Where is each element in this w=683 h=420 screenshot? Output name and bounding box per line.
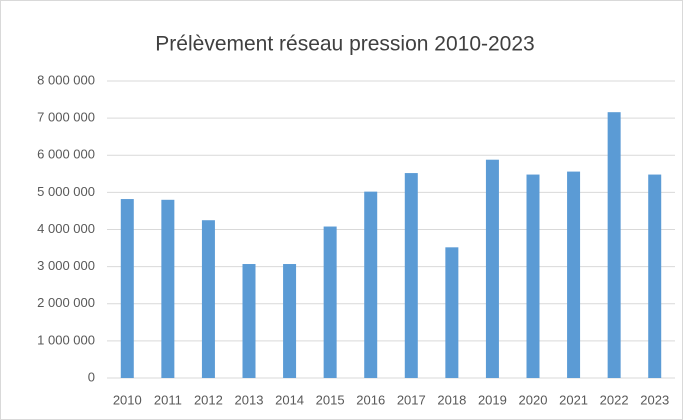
x-tick-label: 2014 [275,392,304,407]
bar [526,174,540,378]
x-tick-label: 2020 [519,392,548,407]
bar [201,220,215,378]
x-tick-label: 2023 [640,392,669,407]
x-tick-label: 2011 [154,392,182,407]
bar [567,171,581,378]
x-tick-label: 2022 [600,392,629,407]
y-tick-label: 4 000 000 [37,221,95,236]
bar [120,199,134,378]
chart-title: Prélèvement réseau pression 2010-2023 [155,33,534,56]
bar [323,226,337,378]
y-tick-label: 0 [88,369,95,384]
y-tick-label: 7 000 000 [37,110,95,125]
y-tick-label: 3 000 000 [37,258,95,273]
bar [485,159,499,378]
bar [445,247,459,378]
bar [364,191,378,378]
y-tick-label: 6 000 000 [37,147,95,162]
x-tick-label: 2021 [559,392,588,407]
x-tick-label: 2017 [397,392,426,407]
x-tick-label: 2012 [194,392,223,407]
x-tick-label: 2010 [113,392,142,407]
x-tick-label: 2018 [437,392,466,407]
y-tick-label: 8 000 000 [37,72,95,87]
x-tick-label: 2013 [235,392,264,407]
y-tick-label: 2 000 000 [37,295,95,310]
bar [242,264,256,378]
bar [404,173,418,378]
x-tick-label: 2016 [356,392,385,407]
y-tick-label: 5 000 000 [37,184,95,199]
y-tick-label: 1 000 000 [37,332,95,347]
x-tick-label: 2015 [316,392,345,407]
bar [607,112,621,378]
bar [283,264,297,378]
bar [648,174,662,378]
x-tick-label: 2019 [478,392,507,407]
bar [161,199,175,378]
